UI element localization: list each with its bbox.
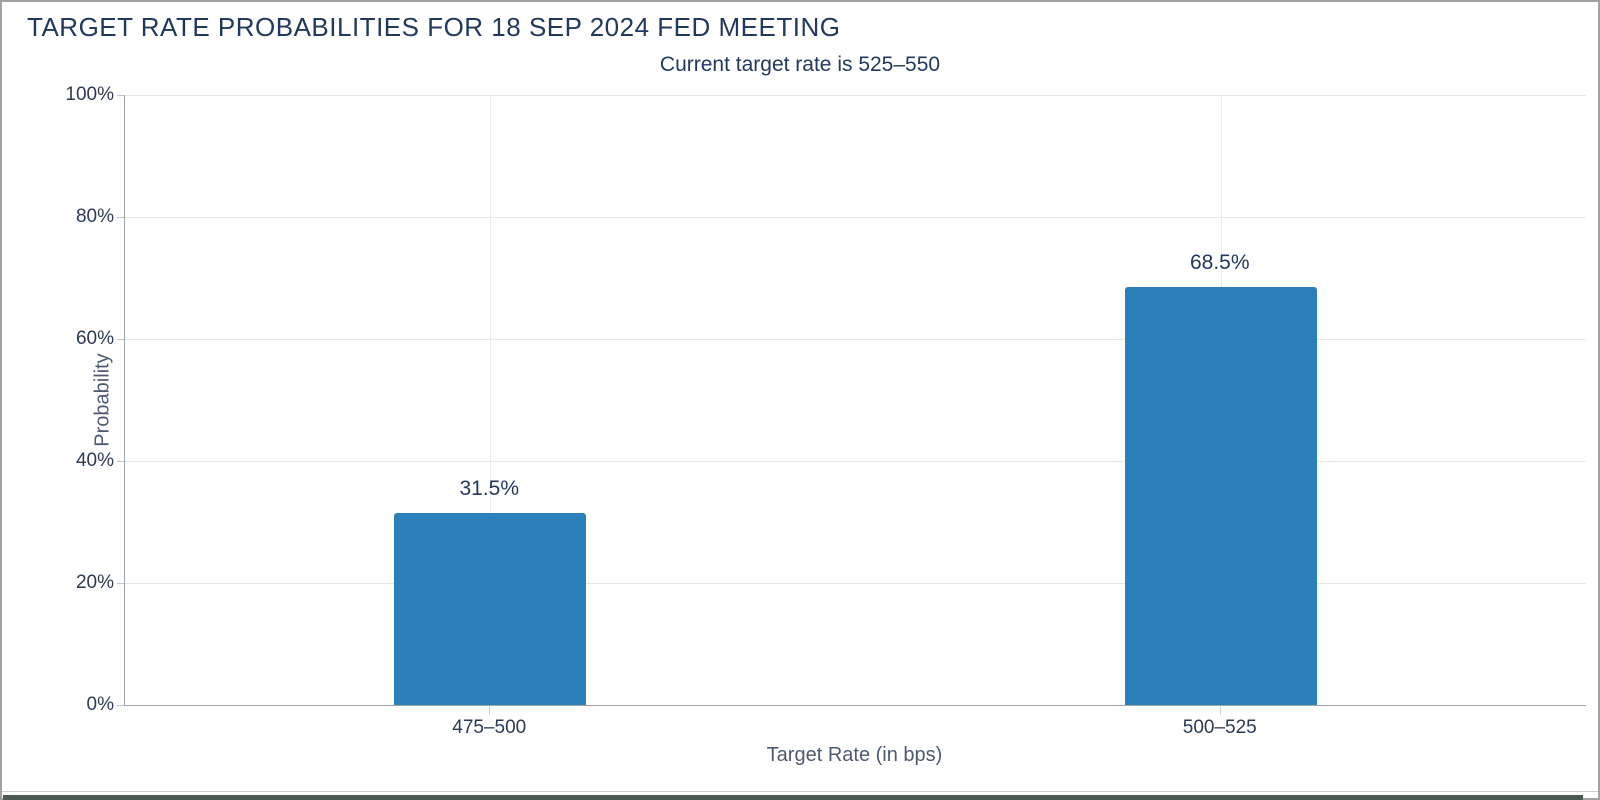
y-tick-label: 80%	[75, 206, 114, 227]
y-gridline	[125, 339, 1586, 340]
y-tick-label: 40%	[75, 450, 114, 471]
x-tick-mark	[1219, 706, 1221, 715]
y-gridline	[125, 461, 1586, 462]
bar-475-500[interactable]	[394, 512, 587, 705]
y-tick-mark	[117, 217, 124, 218]
y-gridline	[125, 95, 1586, 96]
y-gridline	[125, 217, 1586, 218]
y-tick-mark	[117, 339, 124, 340]
y-tick-label: 100%	[65, 84, 114, 105]
x-tick-label: 475–500	[452, 717, 527, 738]
plot-area: Probability	[92, 95, 1586, 706]
y-tick-label: 0%	[86, 694, 114, 715]
y-tick-mark	[117, 705, 124, 706]
x-tick-label: 500–525	[1182, 717, 1257, 738]
y-tick-label: 60%	[75, 328, 114, 349]
chart-title: TARGET RATE PROBABILITIES FOR 18 SEP 202…	[27, 12, 841, 42]
bar-value-label: 68.5%	[1189, 251, 1250, 275]
bottom-edge-bar	[3, 795, 1583, 800]
x-axis-title: Target Rate (in bps)	[766, 744, 943, 766]
y-tick-label: 20%	[75, 572, 114, 593]
bar-500-525[interactable]	[1124, 287, 1317, 705]
x-gridline	[490, 95, 492, 705]
chart-subtitle: Current target rate is 525–550	[659, 53, 941, 76]
y-tick-mark	[117, 583, 124, 584]
y-tick-mark	[117, 461, 124, 462]
bottom-divider-line	[2, 791, 1598, 792]
x-tick-mark	[489, 706, 491, 715]
y-gridline	[125, 583, 1586, 584]
bar-value-label: 31.5%	[459, 476, 520, 500]
y-tick-mark	[117, 95, 124, 96]
